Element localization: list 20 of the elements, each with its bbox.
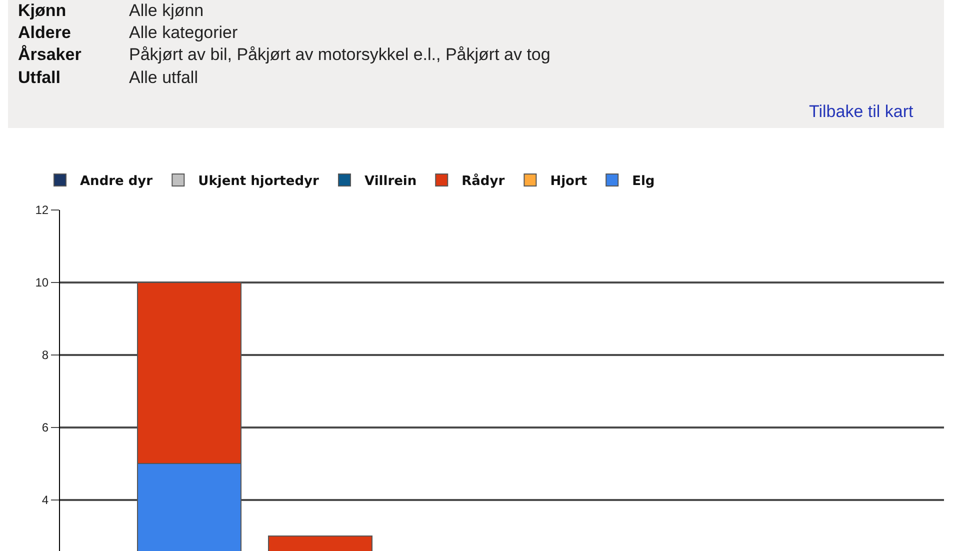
text: Påkjørt av bil, Påkjørt av motorsykkel e.l., Påkjørt av tog	[129, 45, 550, 64]
text: Alle kategorier	[129, 23, 238, 42]
y-tick-label: 10	[35, 276, 49, 290]
y-tick-label: 4	[42, 493, 49, 508]
text: Årsaker	[18, 45, 82, 64]
text: Utfall	[18, 68, 60, 87]
y-tick-label: 12	[35, 203, 49, 218]
legend-label: Elg	[632, 174, 655, 190]
legend-label: Rådyr	[462, 173, 506, 190]
legend-label: Ukjent hjortedyr	[198, 174, 320, 190]
text: Kjønn	[18, 1, 66, 20]
text: Alle utfall	[129, 68, 198, 87]
text: Alle kjønn	[129, 1, 204, 20]
y-tick-label: 8	[42, 348, 49, 362]
y-tick-label: 6	[42, 420, 49, 435]
legend-label: Hjort	[550, 174, 588, 190]
legend-label: Andre dyr	[80, 174, 154, 190]
text: Aldere	[18, 23, 71, 42]
text: Tilbake til kart	[809, 102, 914, 121]
legend-label: Villrein	[364, 174, 417, 190]
